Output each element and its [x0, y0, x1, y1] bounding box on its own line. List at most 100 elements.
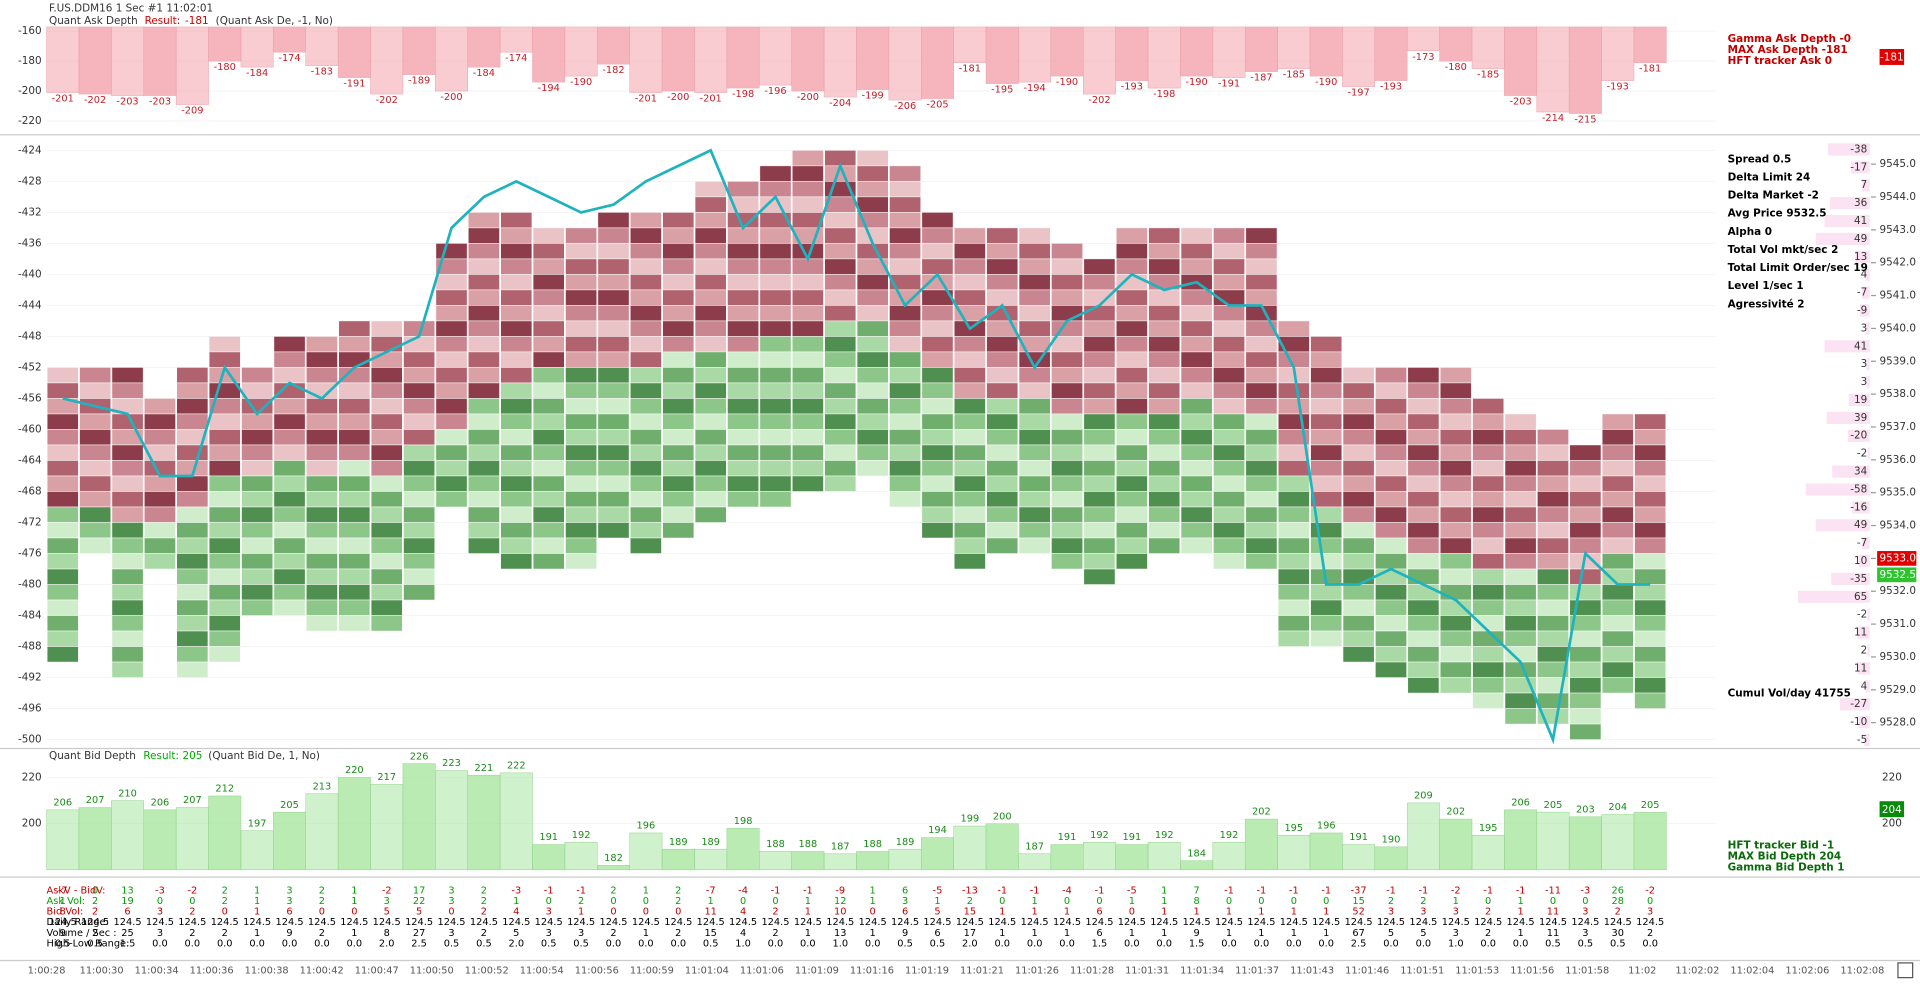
cell [370, 506, 403, 523]
table-cell: -1 [997, 886, 1007, 897]
ask-stat: Gamma Ask Depth -0 [1728, 33, 1851, 45]
cell [1310, 460, 1343, 477]
ask-depth-label: -181 [1639, 64, 1661, 75]
cell [144, 537, 176, 554]
cell [727, 429, 759, 446]
y2-tick-label: 9534.0 [1880, 520, 1916, 532]
cell [1342, 537, 1375, 554]
cell [630, 506, 662, 523]
table-cell: 2 [189, 907, 195, 918]
cell [306, 398, 338, 415]
cell [468, 506, 500, 523]
result-value: -181 [185, 15, 209, 27]
cell [824, 460, 857, 477]
cell [727, 181, 759, 198]
cell [630, 212, 662, 229]
cell [954, 243, 986, 260]
cell [1407, 646, 1440, 663]
cell [111, 661, 144, 678]
cell [1148, 506, 1181, 523]
cell [986, 274, 1019, 291]
ask-depth-bar [208, 26, 242, 62]
table-cell: 15 [1352, 896, 1364, 907]
instrument-header: F.US.DDM16 1 Sec #1 11:02:01 [49, 3, 213, 15]
cell [1439, 382, 1472, 399]
cell [889, 460, 921, 477]
cell [435, 336, 468, 353]
cell [824, 475, 857, 492]
table-cell: 4 [513, 907, 519, 918]
cell [532, 367, 565, 384]
cell [1601, 506, 1634, 523]
cell [500, 351, 533, 368]
cell [1407, 537, 1440, 554]
cell [500, 444, 533, 461]
table-cell: 0 [610, 907, 616, 918]
table-cell: 0 [157, 896, 163, 907]
cell [468, 537, 500, 554]
cell [889, 336, 921, 353]
bid-depth-label: 195 [1479, 823, 1498, 834]
cell [1277, 506, 1310, 523]
cell [46, 444, 79, 461]
cell [468, 305, 500, 322]
cell [1051, 522, 1083, 539]
cell [662, 274, 695, 291]
cell [435, 289, 468, 306]
cell [500, 429, 533, 446]
cell [1018, 227, 1051, 244]
cell [1051, 460, 1083, 477]
best-ask-box [1877, 551, 1917, 566]
cell [1407, 615, 1440, 632]
table-cell: 124.5 [988, 917, 1016, 928]
corner-button[interactable] [1897, 962, 1914, 979]
cell [1407, 367, 1440, 384]
table-cell: 124.5 [632, 917, 660, 928]
y-tick-label: -456 [18, 392, 42, 404]
ask-depth-label: -190 [1315, 77, 1337, 88]
table-cell: 124.5 [1636, 917, 1664, 928]
cell [759, 367, 792, 384]
cell [1213, 367, 1245, 384]
delta-bar [1858, 554, 1870, 568]
cell [1116, 537, 1148, 554]
cell [1277, 584, 1310, 601]
bid-depth-label: 192 [1090, 830, 1109, 841]
table-cell: -1 [1095, 886, 1105, 897]
table-cell: 0.0 [1513, 938, 1529, 949]
cell [1180, 289, 1213, 306]
table-cell: 1 [1226, 928, 1232, 939]
ask-depth-label: -174 [505, 53, 527, 64]
cell [500, 460, 533, 477]
cell [662, 212, 695, 229]
cell [954, 413, 986, 430]
table-cell: 0 [1258, 896, 1264, 907]
cell [435, 413, 468, 430]
ask-depth-bar [888, 26, 922, 101]
delta-bar [1867, 608, 1870, 621]
y-tick-label: -424 [18, 144, 42, 156]
cell [1116, 258, 1148, 275]
table-cell: 25 [121, 928, 133, 939]
cell [694, 429, 727, 446]
cell [921, 413, 954, 430]
cell [597, 289, 630, 306]
bid-depth-bar [921, 837, 954, 871]
table-cell: 0.0 [185, 938, 201, 949]
cell [468, 398, 500, 415]
cell [662, 506, 695, 523]
table-cell: -2 [1645, 886, 1655, 897]
cell [1148, 367, 1181, 384]
cell [921, 475, 954, 492]
delta-bar [1866, 375, 1870, 389]
cell [500, 258, 533, 275]
result-value: 205 [183, 750, 203, 762]
cell [1245, 491, 1278, 508]
cell [986, 460, 1019, 477]
ask-depth-bar [1536, 26, 1570, 113]
cell [630, 537, 662, 554]
bid-depth-bar [953, 825, 987, 871]
table-cell: -1 [1483, 886, 1493, 897]
ask-stat: HFT tracker Ask 0 [1728, 55, 1832, 67]
cell [1439, 568, 1472, 585]
